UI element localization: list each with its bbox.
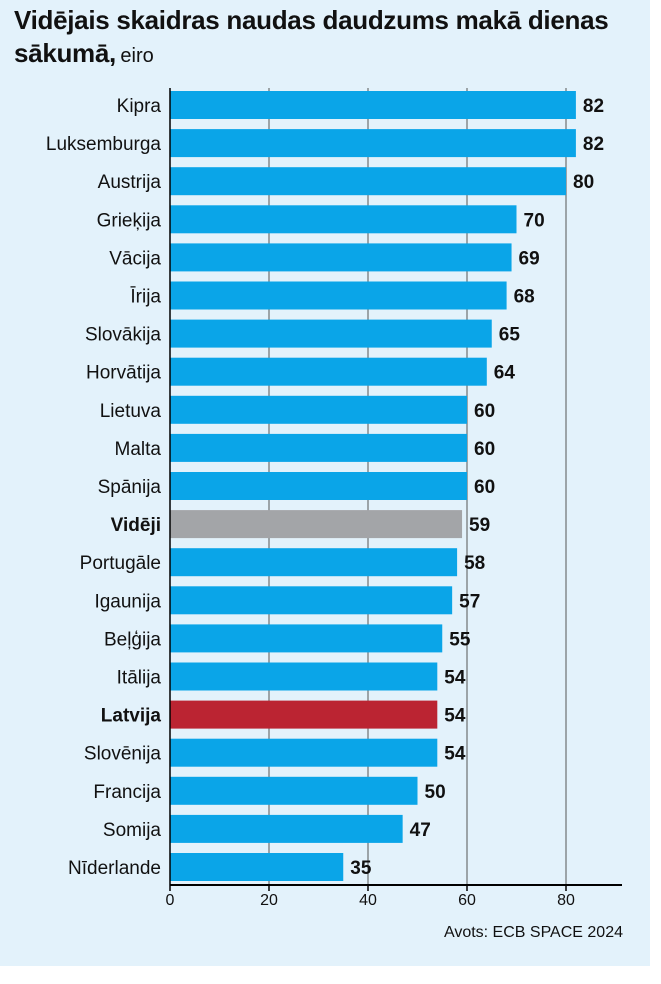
- bar: [170, 853, 344, 881]
- bar: [170, 548, 458, 577]
- category-label: Itālija: [117, 668, 162, 689]
- category-label: Slovēnija: [84, 744, 162, 765]
- value-label: 55: [449, 629, 471, 650]
- category-label: Horvātija: [86, 363, 161, 384]
- bar: [170, 319, 492, 348]
- bar: [170, 243, 512, 272]
- category-label: Spānija: [98, 477, 162, 498]
- bar: [170, 624, 443, 653]
- x-tick-label: 60: [458, 892, 476, 909]
- value-label: 60: [474, 477, 495, 498]
- x-tick-label: 80: [557, 892, 575, 909]
- category-label: Slovākija: [85, 325, 161, 346]
- value-label: 54: [444, 706, 466, 727]
- category-label: Portugāle: [80, 553, 161, 574]
- value-label: 35: [350, 858, 372, 879]
- category-label: Īrija: [130, 287, 161, 308]
- chart-title: Vidējais skaidras naudas daudzums makā d…: [14, 6, 644, 72]
- bar: [170, 662, 438, 691]
- bar: [170, 586, 453, 615]
- value-label: 65: [499, 325, 521, 346]
- bar: [170, 357, 487, 386]
- value-label: 58: [464, 553, 485, 574]
- bar: [170, 433, 467, 462]
- bar: [170, 205, 517, 234]
- category-label: Beļģija: [104, 629, 161, 650]
- value-label: 64: [494, 363, 516, 384]
- category-label: Somija: [103, 820, 162, 841]
- value-label: 69: [519, 248, 540, 269]
- category-label: Luksemburga: [46, 134, 162, 155]
- bar: [170, 395, 467, 424]
- value-label: 54: [444, 668, 466, 689]
- bar: [170, 510, 463, 539]
- category-label: Austrija: [98, 172, 162, 193]
- value-label: 82: [583, 96, 604, 117]
- bar: [170, 700, 438, 729]
- value-label: 68: [514, 287, 535, 308]
- bar: [170, 472, 467, 500]
- category-label: Kipra: [117, 96, 162, 117]
- bar: [170, 776, 418, 805]
- bar: [170, 167, 566, 196]
- value-label: 57: [459, 591, 480, 612]
- chart-title-unit: eiro: [120, 45, 154, 67]
- value-label: 50: [425, 782, 446, 803]
- value-label: 59: [469, 515, 490, 536]
- value-label: 47: [410, 820, 431, 841]
- category-label: Malta: [115, 439, 162, 460]
- source-note: Avots: ECB SPACE 2024: [443, 924, 623, 941]
- category-label: Nīderlande: [68, 858, 161, 879]
- category-label: Francija: [93, 782, 161, 803]
- value-label: 82: [583, 134, 604, 155]
- category-label: Latvija: [101, 706, 162, 727]
- value-label: 70: [524, 210, 545, 231]
- category-label: Vidēji: [111, 515, 161, 536]
- bar: [170, 814, 403, 843]
- category-label: Vācija: [109, 248, 161, 269]
- category-label: Lietuva: [100, 401, 162, 422]
- chart-title-main: Vidējais skaidras naudas daudzums makā d…: [14, 5, 609, 68]
- bar: [170, 281, 507, 310]
- category-label: Grieķija: [97, 210, 162, 231]
- value-label: 54: [444, 744, 466, 765]
- value-label: 60: [474, 401, 495, 422]
- bar: [170, 129, 576, 158]
- x-tick-label: 20: [260, 892, 278, 909]
- category-label: Igaunija: [94, 591, 161, 612]
- bar: [170, 91, 576, 119]
- value-label: 80: [573, 172, 594, 193]
- bar: [170, 738, 438, 767]
- value-label: 60: [474, 439, 495, 460]
- x-tick-label: 0: [166, 892, 175, 909]
- x-tick-label: 40: [359, 892, 377, 909]
